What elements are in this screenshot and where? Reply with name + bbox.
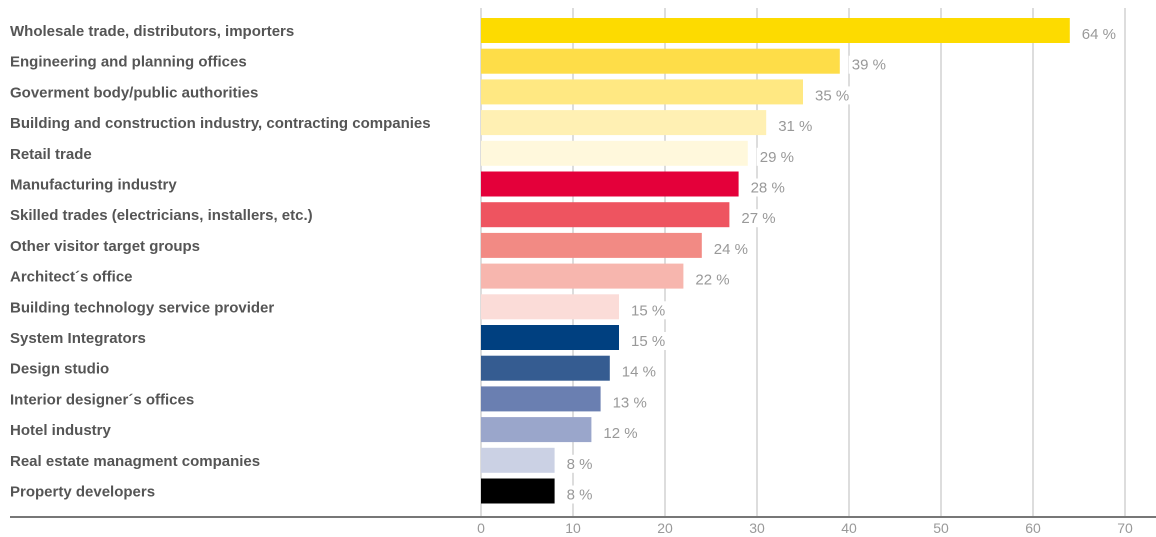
value-label: 8 %	[567, 487, 593, 504]
category-label: Building technology service provider	[10, 299, 274, 316]
x-tick-label: 40	[841, 520, 857, 536]
category-label: System Integrators	[10, 330, 146, 347]
value-label: 64 %	[1082, 26, 1116, 43]
bar	[481, 294, 619, 320]
category-label: Other visitor target groups	[10, 238, 200, 255]
bar	[481, 18, 1070, 43]
value-label-background	[738, 209, 779, 228]
category-label: Property developers	[10, 484, 155, 501]
bar	[481, 386, 601, 412]
value-label-background	[692, 270, 733, 289]
value-label: 24 %	[714, 241, 748, 258]
value-label: 35 %	[815, 87, 849, 104]
bar	[481, 48, 840, 74]
bar	[481, 79, 803, 105]
bar	[481, 110, 767, 136]
x-tick-label: 50	[933, 520, 949, 536]
x-tick-label: 20	[657, 520, 673, 536]
x-tick-label: 0	[477, 520, 485, 536]
bar	[481, 263, 684, 289]
bar	[481, 232, 702, 258]
value-label-background	[628, 301, 669, 320]
value-label-background	[563, 485, 596, 504]
x-tick-label: 70	[1117, 520, 1133, 536]
value-label: 29 %	[760, 149, 794, 166]
value-label: 28 %	[751, 180, 785, 197]
value-label-background	[848, 55, 890, 74]
value-label: 13 %	[613, 394, 647, 411]
category-label: Interior designer´s offices	[10, 391, 194, 408]
value-label-background	[710, 239, 752, 258]
bar	[481, 355, 610, 381]
value-label: 8 %	[567, 456, 593, 473]
bar	[481, 202, 730, 228]
value-label: 39 %	[852, 57, 886, 74]
bar	[481, 417, 592, 443]
category-label: Retail trade	[10, 146, 92, 163]
x-tick-label: 10	[565, 520, 581, 536]
value-label-background	[628, 332, 669, 350]
value-labels: 64 % 39 %35 %31 % 29 % 28 % 27 % 24 % 22 % 15 %…	[563, 25, 1120, 504]
value-label-background	[618, 362, 660, 381]
value-label: 12 %	[603, 425, 637, 442]
value-label: 27 %	[741, 210, 775, 227]
category-label: Building and construction industry, cont…	[10, 115, 431, 132]
value-label-background	[1078, 25, 1120, 43]
bar	[481, 140, 748, 166]
value-label-background	[600, 424, 641, 443]
value-label: 15 %	[631, 302, 665, 319]
category-label: Design studio	[10, 361, 109, 378]
value-label-background	[812, 86, 853, 105]
value-label-background	[563, 454, 596, 473]
value-label: 31 %	[778, 118, 812, 135]
category-label: Architect´s office	[10, 269, 133, 286]
value-label-background	[756, 147, 798, 166]
category-label: Hotel industry	[10, 422, 111, 439]
category-label: Engineering and planning offices	[10, 54, 247, 71]
bar	[481, 447, 555, 473]
bar	[481, 478, 555, 504]
bar	[481, 171, 739, 197]
category-labels: Wholesale trade, distributors, importers…	[10, 23, 431, 501]
value-label: 22 %	[695, 272, 729, 289]
bar	[481, 325, 619, 350]
category-label: Goverment body/public authorities	[10, 84, 258, 101]
value-label: 14 %	[622, 364, 656, 381]
value-label-background	[747, 178, 788, 197]
x-tick-label: 60	[1025, 520, 1041, 536]
bars	[481, 18, 1070, 504]
category-label: Wholesale trade, distributors, importers	[10, 23, 294, 40]
value-label-background	[609, 393, 650, 412]
x-tick-label: 30	[749, 520, 765, 536]
value-label-background	[775, 117, 816, 136]
category-label: Manufacturing industry	[10, 177, 177, 194]
value-label: 15 %	[631, 333, 665, 350]
category-label: Real estate managment companies	[10, 453, 260, 470]
category-label: Skilled trades (electricians, installers…	[10, 207, 313, 224]
x-tick-labels: 0 10 20 30 40 50 60 70	[477, 520, 1133, 536]
